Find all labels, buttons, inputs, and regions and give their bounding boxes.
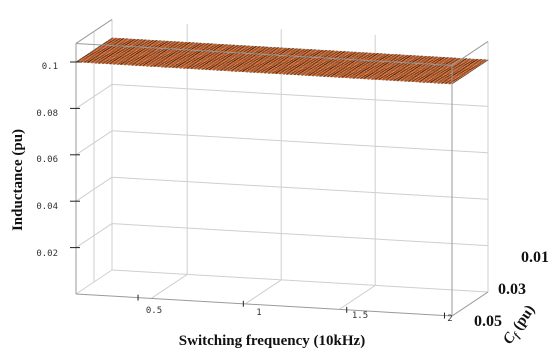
frame-line: [75, 19, 113, 44]
x-tick-label: 0.5: [146, 306, 162, 316]
grid-line: [150, 273, 188, 299]
surface-patch: [464, 65, 480, 68]
grid-line: [111, 83, 489, 107]
cf-tick-label: 0.01: [521, 249, 549, 266]
grid-line: [338, 284, 376, 310]
surface-patch: [443, 79, 458, 83]
cf-tick-label: 0.05: [474, 313, 502, 330]
surface-patch: [446, 77, 462, 80]
grid-line: [111, 223, 489, 247]
surface-patch: [467, 63, 483, 66]
y-axis-title: Inductance (pu): [10, 129, 26, 231]
x-axis-title: Switching frequency (10kHz): [179, 333, 365, 349]
surface-patch: [466, 64, 481, 67]
y-tick-labels: 0.02 0.04 0.06 0.08 0.1: [36, 62, 58, 259]
y-tick-label: 0.08: [36, 109, 58, 119]
surface-patch: [459, 68, 475, 72]
cf-tick-label: 0.03: [498, 281, 526, 298]
grid-line: [111, 269, 489, 293]
surface-patch: [472, 60, 488, 63]
x-tick-label: 2: [447, 314, 452, 324]
surface-patch: [463, 66, 478, 69]
surface: [75, 37, 489, 85]
surface-patch: [474, 59, 489, 62]
surface-patch: [461, 67, 476, 71]
surface-patch: [451, 74, 466, 77]
surface-patch: [456, 71, 471, 74]
y-tick-label: 0.04: [36, 202, 58, 212]
grid-line: [244, 279, 282, 305]
grid-line: [111, 130, 489, 154]
frame-line: [75, 293, 453, 317]
cf-axis-title-unit: (pu): [508, 302, 539, 336]
x-tick-label: 1: [256, 308, 261, 318]
y-tick-label: 0.06: [36, 155, 58, 165]
cf-axis-title: Cf (pu): [500, 302, 540, 348]
cf-tick-labels: 0.01 0.03 0.05: [474, 249, 549, 330]
surface-patch: [440, 82, 455, 85]
frame-lines: [70, 19, 489, 319]
x-tick-label: 1.5: [352, 311, 368, 321]
y-tick-label: 0.02: [36, 249, 58, 259]
y-tick-label: 0.1: [42, 62, 58, 72]
frame-line: [451, 291, 489, 317]
cf-axis-title-sub: f: [512, 330, 524, 340]
surface-patch: [471, 61, 486, 64]
frame-line: [75, 42, 453, 66]
surface-patch: [469, 62, 484, 65]
surface-patch: [454, 72, 470, 75]
x-tick-labels: 0.5 1 1.5 2: [146, 306, 453, 324]
frame-line: [451, 41, 489, 66]
surface-patch: [453, 73, 468, 76]
grid-line: [111, 176, 489, 200]
surface-patch: [458, 70, 473, 73]
